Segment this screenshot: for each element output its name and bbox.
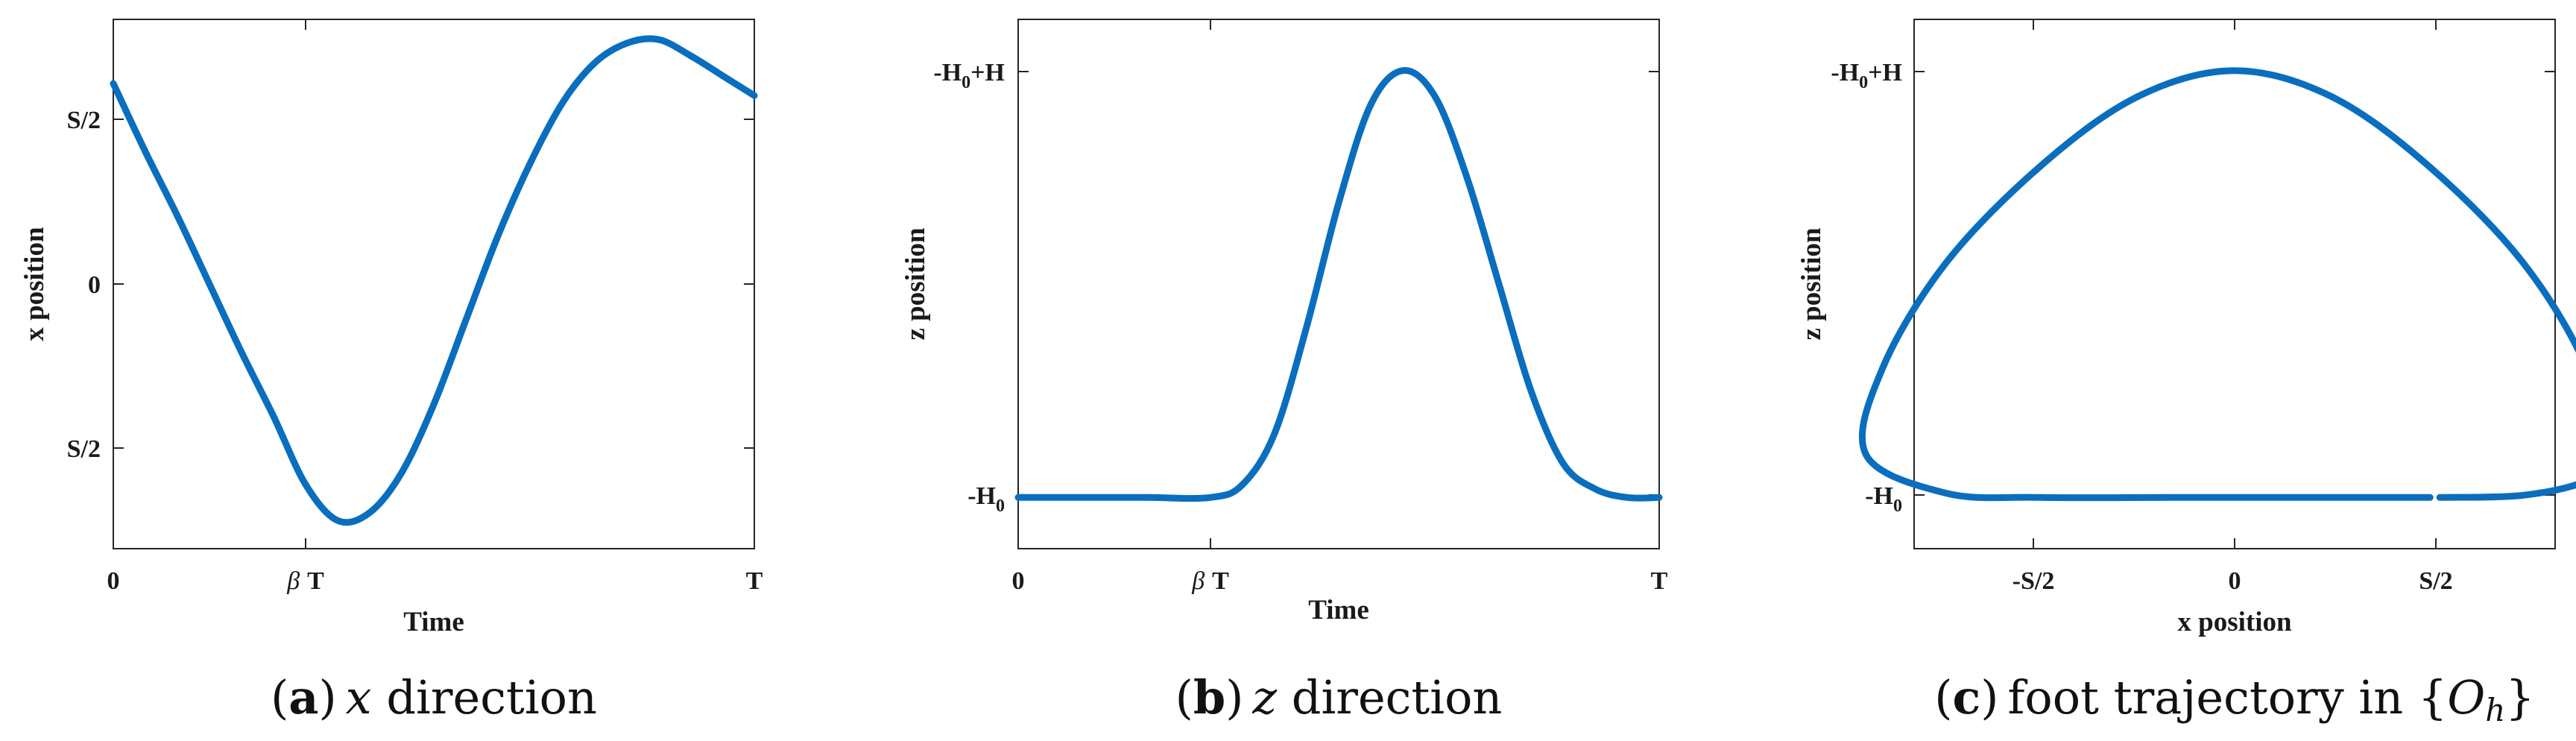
panel-a-ytick-label-mid: 0 (88, 271, 101, 299)
panel-a-xlabel: Time (403, 607, 464, 637)
panel-c-ytick-label-top: -H0+H (1831, 59, 1902, 92)
panel-a-ylabel: x position (19, 227, 50, 341)
panel-c-ytick-bottom-main: -H (1865, 482, 1893, 510)
panel-c-xtick-label-zero: 0 (2229, 567, 2241, 595)
panel-a-caption: (a) x direction (271, 670, 597, 725)
panel-b-ytick-label-bottom: -H0 (967, 482, 1005, 516)
panel-b-caption-letter: b (1193, 670, 1225, 725)
panel-b-xlabel: Time (1308, 595, 1369, 625)
panel-a-beta-symbol: β (286, 567, 300, 595)
panel-c-series-line (1858, 67, 2576, 502)
panel-c-ylabel: z position (1796, 227, 1827, 341)
panel-a-caption-letter: a (288, 670, 318, 725)
panel-b-frame (1017, 19, 1660, 549)
panel-c-caption-O: O (2447, 670, 2485, 725)
panel-a-xtick-label-T: T (746, 567, 763, 595)
panel-a-ytick-label-bottom: S/2 (67, 435, 101, 463)
panel-a-caption-text: direction (372, 670, 597, 725)
panel-a-beta-T: T (307, 567, 324, 595)
panel-c-caption-text: foot trajectory in (2007, 670, 2417, 725)
panel-c: -H0+H -H0 -S/2 0 S/2 x position z positi… (1796, 19, 2576, 728)
panel-c-ytick-top-tail: +H (1868, 59, 1902, 86)
panel-c-xlabel: x position (2177, 607, 2292, 637)
panel-a-ytick-label-top: S/2 (67, 107, 101, 134)
panel-b-caption: (b) z direction (1175, 670, 1503, 725)
panel-b-xtick-label-0: 0 (1012, 567, 1025, 595)
panel-c-ytick-label-bottom: -H0 (1865, 482, 1902, 516)
panel-c-caption-open: { (2418, 670, 2447, 725)
panel-c-ytick-bottom-sub: 0 (1893, 496, 1902, 516)
panel-c-ytick-top-main: -H (1831, 59, 1859, 86)
panel-c-xtick-label-pos: S/2 (2419, 567, 2452, 595)
panel-b-ylabel: z position (900, 227, 931, 341)
panel-c-caption-letter: c (1952, 670, 1980, 725)
panel-a-caption-math: x (346, 670, 372, 725)
panel-a-series-line (110, 35, 758, 526)
panel-c-xtick-label-neg: -S/2 (2012, 567, 2055, 595)
panel-c-caption-close: } (2505, 670, 2534, 725)
panel-c-frame (1913, 19, 2556, 549)
panel-b-caption-text: direction (1277, 670, 1502, 725)
panel-b-series-line (1014, 67, 1663, 502)
panel-b-beta-symbol: β (1191, 567, 1205, 595)
panel-b-ytick-bottom-sub: 0 (996, 496, 1005, 516)
panel-c-caption: (c) foot trajectory in {Oh} (1934, 670, 2534, 728)
panel-b-caption-math: z (1251, 670, 1277, 725)
panel-b-xtick-label-T: T (1651, 567, 1668, 595)
panel-c-caption-h: h (2485, 692, 2505, 728)
panel-b-ytick-top-tail: +H (970, 59, 1005, 86)
panel-b-ytick-bottom-main: -H (967, 482, 996, 510)
panel-b-ytick-top-main: -H (933, 59, 962, 86)
panel-a-xtick-label-0: 0 (107, 567, 120, 595)
panel-b-ytick-top-sub: 0 (962, 73, 970, 92)
panel-b-ytick-label-top: -H0+H (933, 59, 1005, 92)
panel-c-ytick-top-sub: 0 (1859, 73, 1868, 92)
panel-b-beta-T: T (1212, 567, 1229, 595)
